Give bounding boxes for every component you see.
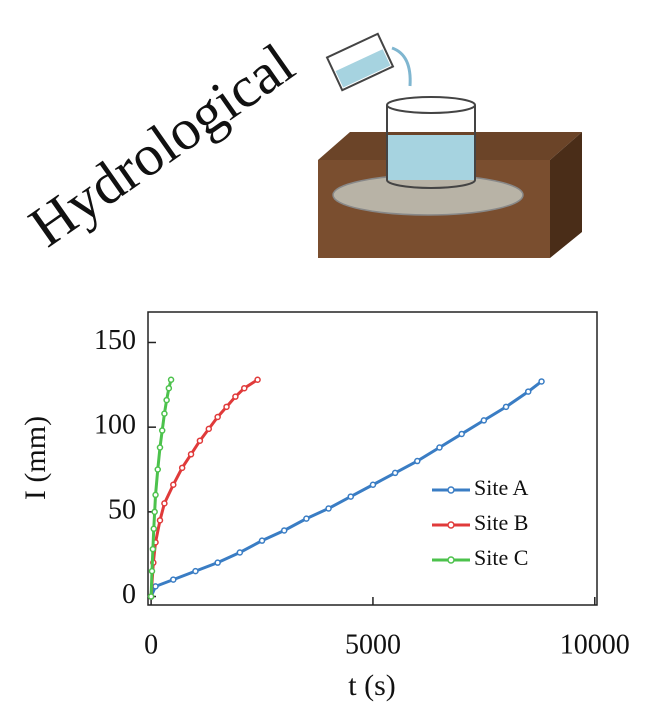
point <box>157 445 162 450</box>
point <box>237 550 242 555</box>
y-tick-label: 50 <box>108 494 136 525</box>
point <box>215 560 220 565</box>
point <box>193 569 198 574</box>
x-tick-label: 10000 <box>560 629 630 660</box>
point <box>171 577 176 582</box>
point <box>153 584 158 589</box>
legend-label: Site C <box>474 545 528 570</box>
point <box>215 415 220 420</box>
point <box>150 547 155 552</box>
point <box>171 482 176 487</box>
x-axis-title: t (s) <box>348 669 396 702</box>
point <box>260 538 265 543</box>
point <box>162 411 167 416</box>
legend-label: Site A <box>474 475 529 500</box>
point <box>415 459 420 464</box>
point <box>282 528 287 533</box>
point <box>539 379 544 384</box>
legend-marker <box>448 522 454 528</box>
point <box>152 509 157 514</box>
point <box>164 398 169 403</box>
point <box>197 438 202 443</box>
legend-marker <box>448 487 454 493</box>
legend-label: Site B <box>474 510 528 535</box>
point <box>162 501 167 506</box>
point <box>166 386 171 391</box>
point <box>304 516 309 521</box>
point <box>180 465 185 470</box>
point <box>348 494 353 499</box>
point <box>526 389 531 394</box>
point <box>459 431 464 436</box>
figure: Hydrological t (s) I (mm) 0 5000 10000 0 50 1… <box>0 0 650 707</box>
point <box>504 404 509 409</box>
point <box>157 518 162 523</box>
point <box>155 467 160 472</box>
point <box>224 404 229 409</box>
point <box>149 594 154 599</box>
y-tick-label: 100 <box>94 410 136 441</box>
point <box>393 470 398 475</box>
point <box>233 394 238 399</box>
point <box>149 569 154 574</box>
point <box>151 526 156 531</box>
point <box>326 506 331 511</box>
illustration <box>318 34 582 258</box>
legend-marker <box>448 557 454 563</box>
y-tick-label: 150 <box>94 325 136 356</box>
point <box>160 428 165 433</box>
point <box>206 426 211 431</box>
heading: Hydrological <box>17 31 305 260</box>
point <box>370 482 375 487</box>
y-tick-label: 0 <box>122 579 136 610</box>
point <box>242 386 247 391</box>
point <box>437 445 442 450</box>
x-tick-label: 5000 <box>345 629 401 660</box>
y-axis-title: I (mm) <box>19 416 52 500</box>
x-tick-label: 0 <box>144 629 158 660</box>
point <box>169 377 174 382</box>
point <box>189 452 194 457</box>
point <box>481 418 486 423</box>
point <box>255 377 260 382</box>
point <box>153 492 158 497</box>
